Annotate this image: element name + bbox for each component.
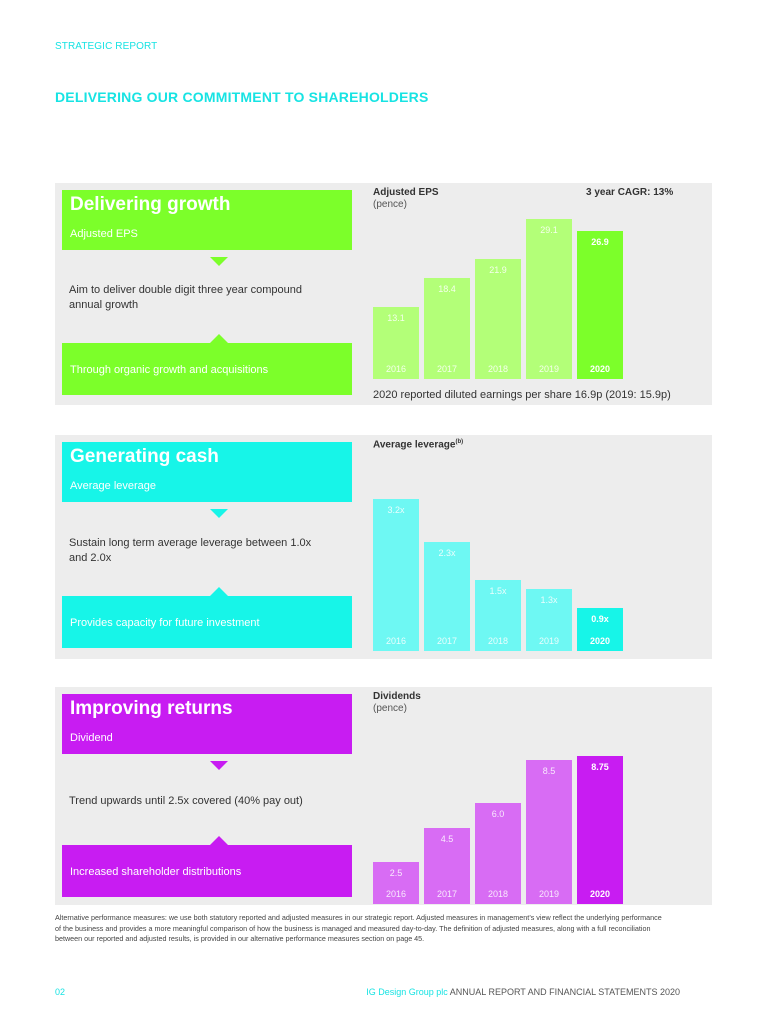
bar-2018: 21.9 2018 bbox=[475, 259, 521, 379]
bar-2016: 2.5 2016 bbox=[373, 862, 419, 904]
company-name: IG Design Group plc bbox=[366, 987, 448, 997]
panel-subtitle: Dividend bbox=[70, 732, 113, 744]
bar-year-label: 2020 bbox=[589, 889, 611, 899]
panel-header: Delivering growth Adjusted EPS bbox=[62, 190, 352, 266]
bar-value-label: 8.75 bbox=[591, 762, 609, 772]
bar-value-label: 1.5x bbox=[489, 586, 507, 596]
panel-delivering-growth: Delivering growth Adjusted EPS Aim to de… bbox=[55, 183, 712, 405]
apm-footnote: Alternative performance measures: we use… bbox=[55, 913, 662, 943]
bar-2020: 8.75 2020 bbox=[577, 756, 623, 904]
page-number: 02 bbox=[55, 987, 66, 997]
bar-value-label: 6.0 bbox=[491, 809, 505, 819]
bar-year-label: 2017 bbox=[436, 889, 458, 899]
report-title: ANNUAL REPORT AND FINANCIAL STATEMENTS 2… bbox=[449, 987, 680, 997]
bar-2019: 8.5 2019 bbox=[526, 760, 572, 904]
panel-title: Improving returns bbox=[70, 698, 233, 719]
aim-text: Sustain long term average leverage betwe… bbox=[69, 537, 312, 564]
chart-title: Dividends bbox=[373, 691, 421, 702]
pointer-down-icon bbox=[210, 509, 228, 518]
panel-improving-returns: Improving returns Dividend Trend upwards… bbox=[55, 687, 712, 905]
bar-year-label: 2018 bbox=[487, 636, 509, 646]
panel-footer: Through organic growth and acquisitions bbox=[62, 334, 352, 395]
chart-subtitle: (pence) bbox=[373, 703, 407, 714]
panel-header: Generating cash Average leverage bbox=[62, 442, 352, 518]
panel-footer: Increased shareholder distributions bbox=[62, 836, 352, 897]
chart-title: Adjusted EPS bbox=[373, 187, 439, 198]
footnote-marker: (b) bbox=[455, 439, 464, 445]
bar-value-label: 8.5 bbox=[542, 766, 556, 776]
bar-value-label: 13.1 bbox=[387, 313, 405, 323]
bar-year-label: 2020 bbox=[589, 636, 611, 646]
bar-2019: 1.3x 2019 bbox=[526, 589, 572, 651]
bar-2020: 0.9x 2020 bbox=[577, 608, 623, 651]
bar-year-label: 2019 bbox=[538, 889, 560, 899]
bar-2020: 26.9 2020 bbox=[577, 231, 623, 379]
bar-year-label: 2018 bbox=[487, 364, 509, 374]
bar-2017: 2.3x 2017 bbox=[424, 542, 470, 651]
chart-title: Average leverage(b) bbox=[373, 439, 464, 451]
chart-subtitle: (pence) bbox=[373, 199, 407, 210]
bar-2018: 6.0 2018 bbox=[475, 803, 521, 904]
panel-footer-text: Provides capacity for future investment bbox=[70, 617, 260, 629]
cagr-label: 3 year CAGR: 13% bbox=[586, 187, 674, 198]
bar-value-label: 26.9 bbox=[591, 237, 609, 247]
bar-year-label: 2019 bbox=[538, 636, 560, 646]
bar-value-label: 0.9x bbox=[591, 614, 609, 624]
bar-year-label: 2017 bbox=[436, 636, 458, 646]
pointer-up-icon bbox=[210, 836, 228, 845]
bar-year-label: 2016 bbox=[385, 889, 407, 899]
bar-value-label: 2.3x bbox=[438, 548, 456, 558]
bar-2016: 13.1 2016 bbox=[373, 307, 419, 379]
bar-year-label: 2016 bbox=[385, 636, 407, 646]
running-footer: IG Design Group plc ANNUAL REPORT AND FI… bbox=[366, 987, 680, 997]
bar-year-label: 2019 bbox=[538, 364, 560, 374]
bar-2019: 29.1 2019 bbox=[526, 219, 572, 379]
panel-subtitle: Adjusted EPS bbox=[70, 228, 138, 240]
bar-year-label: 2018 bbox=[487, 889, 509, 899]
chart-note: 2020 reported diluted earnings per share… bbox=[373, 389, 671, 401]
bar-value-label: 1.3x bbox=[540, 595, 558, 605]
bar-value-label: 21.9 bbox=[489, 265, 507, 275]
bar-value-label: 2.5 bbox=[389, 868, 403, 878]
pointer-up-icon bbox=[210, 334, 228, 343]
pointer-up-icon bbox=[210, 587, 228, 596]
pointer-down-icon bbox=[210, 761, 228, 770]
bar-year-label: 2016 bbox=[385, 364, 407, 374]
panel-footer-text: Increased shareholder distributions bbox=[70, 866, 242, 878]
bar-2016: 3.2x 2016 bbox=[373, 499, 419, 651]
bar-value-label: 29.1 bbox=[540, 225, 558, 235]
bar-2017: 18.4 2017 bbox=[424, 278, 470, 379]
aim-text: Trend upwards until 2.5x covered (40% pa… bbox=[69, 795, 303, 807]
panel-title: Delivering growth bbox=[70, 194, 231, 215]
pointer-down-icon bbox=[210, 257, 228, 266]
panel-header: Improving returns Dividend bbox=[62, 694, 352, 770]
panel-subtitle: Average leverage bbox=[70, 480, 157, 492]
bar-value-label: 4.5 bbox=[440, 834, 454, 844]
panel-title: Generating cash bbox=[70, 446, 219, 467]
panel-footer: Provides capacity for future investment bbox=[62, 587, 352, 648]
bar-value-label: 3.2x bbox=[387, 505, 405, 515]
page-title: DELIVERING OUR COMMITMENT TO SHAREHOLDER… bbox=[55, 89, 429, 105]
bar-value-label: 18.4 bbox=[438, 284, 456, 294]
bar-2018: 1.5x 2018 bbox=[475, 580, 521, 651]
panel-footer-text: Through organic growth and acquisitions bbox=[70, 364, 269, 376]
bar-year-label: 2017 bbox=[436, 364, 458, 374]
section-label: STRATEGIC REPORT bbox=[55, 41, 158, 52]
bar-year-label: 2020 bbox=[589, 364, 611, 374]
bar-2017: 4.5 2017 bbox=[424, 828, 470, 904]
panel-generating-cash: Generating cash Average leverage Sustain… bbox=[55, 435, 712, 659]
aim-text: Aim to deliver double digit three year c… bbox=[69, 284, 302, 311]
